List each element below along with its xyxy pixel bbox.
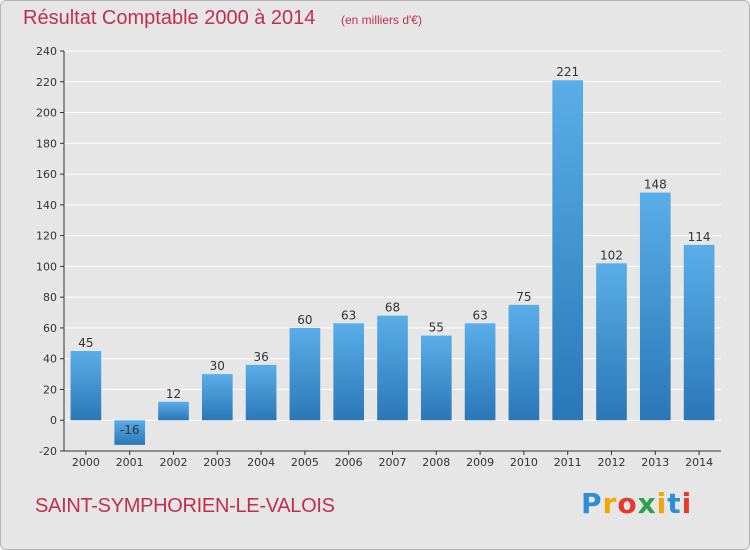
logo-letter: t [667, 487, 682, 520]
value-label-2013: 148 [644, 178, 667, 192]
value-label-2011: 221 [556, 65, 579, 79]
logo-letter: o [617, 487, 638, 520]
logo-letter: P [581, 487, 603, 520]
x-tick-label: 2004 [247, 456, 275, 469]
y-tick-label: -20 [39, 445, 57, 458]
y-tick-label: 120 [36, 230, 57, 243]
bar-2009 [464, 323, 496, 421]
value-label-2007: 68 [385, 301, 400, 315]
logo-letter: i [656, 487, 668, 520]
chart-subtitle: (en milliers d'€) [341, 13, 422, 27]
value-label-2001: -16 [120, 423, 140, 437]
y-tick-label: 240 [36, 45, 57, 58]
bar-2010 [508, 304, 540, 421]
x-tick-label: 2010 [510, 456, 538, 469]
value-label-2010: 75 [516, 290, 531, 304]
x-tick-label: 2005 [291, 456, 319, 469]
value-label-2008: 55 [429, 321, 444, 335]
bar-2006 [333, 323, 365, 421]
x-tick-label: 2002 [160, 456, 188, 469]
y-tick-label: 80 [43, 291, 57, 304]
y-tick-label: 160 [36, 168, 57, 181]
x-tick-label: 2006 [335, 456, 363, 469]
logo-letter: r [602, 487, 618, 520]
bar-2005 [289, 327, 321, 421]
value-label-2009: 63 [472, 308, 487, 322]
bar-2011 [552, 80, 584, 421]
x-tick-label: 2007 [379, 456, 407, 469]
x-tick-label: 2009 [466, 456, 494, 469]
y-tick-label: 100 [36, 260, 57, 273]
proxiti-logo: Proxiti [581, 487, 692, 520]
y-tick-label: 60 [43, 322, 57, 335]
value-label-2005: 60 [297, 313, 312, 327]
x-tick-label: 2014 [685, 456, 713, 469]
bar-2008 [420, 335, 452, 421]
bars [70, 80, 715, 445]
bar-2014 [683, 244, 715, 421]
y-tick-label: 40 [43, 353, 57, 366]
value-label-2003: 30 [210, 359, 225, 373]
y-tick-label: 180 [36, 137, 57, 150]
x-tick-label: 2003 [203, 456, 231, 469]
value-label-2014: 114 [688, 230, 711, 244]
bar-2007 [377, 315, 408, 421]
chart-title: Résultat Comptable 2000 à 2014 [23, 7, 316, 29]
bar-2002 [158, 401, 189, 421]
value-label-2012: 102 [600, 248, 623, 262]
logo-letter: i [681, 487, 693, 520]
y-tick-label: 140 [36, 199, 57, 212]
value-label-2004: 36 [253, 350, 268, 364]
y-tick-label: 20 [43, 383, 57, 396]
x-tick-label: 2013 [641, 456, 669, 469]
bar-2001 [114, 420, 146, 445]
commune-name: SAINT-SYMPHORIEN-LE-VALOIS [35, 495, 335, 517]
x-tick-label: 2011 [554, 456, 582, 469]
logo-letter: x [637, 487, 657, 520]
bar-2004 [245, 364, 277, 421]
value-label-2002: 12 [166, 387, 181, 401]
x-tick-label: 2000 [72, 456, 100, 469]
axes: -20 0 20 40 60 80 100 120 140 160 180 200 220 240 2000… [36, 45, 721, 469]
x-tick-label: 2008 [422, 456, 450, 469]
value-labels: 45 -16 12 30 36 60 63 68 55 63 75 221 102 148 114 [78, 65, 710, 437]
y-tick-label: 0 [50, 414, 57, 427]
bar-2012 [596, 263, 627, 421]
bar-2000 [70, 351, 102, 421]
x-tick-label: 2001 [116, 456, 144, 469]
bar-2013 [639, 192, 671, 421]
value-label-2006: 63 [341, 308, 356, 322]
x-tick-label: 2012 [598, 456, 626, 469]
y-tick-label: 200 [36, 107, 57, 120]
value-label-2000: 45 [78, 336, 93, 350]
y-tick-label: 220 [36, 76, 57, 89]
bar-2003 [201, 374, 233, 421]
